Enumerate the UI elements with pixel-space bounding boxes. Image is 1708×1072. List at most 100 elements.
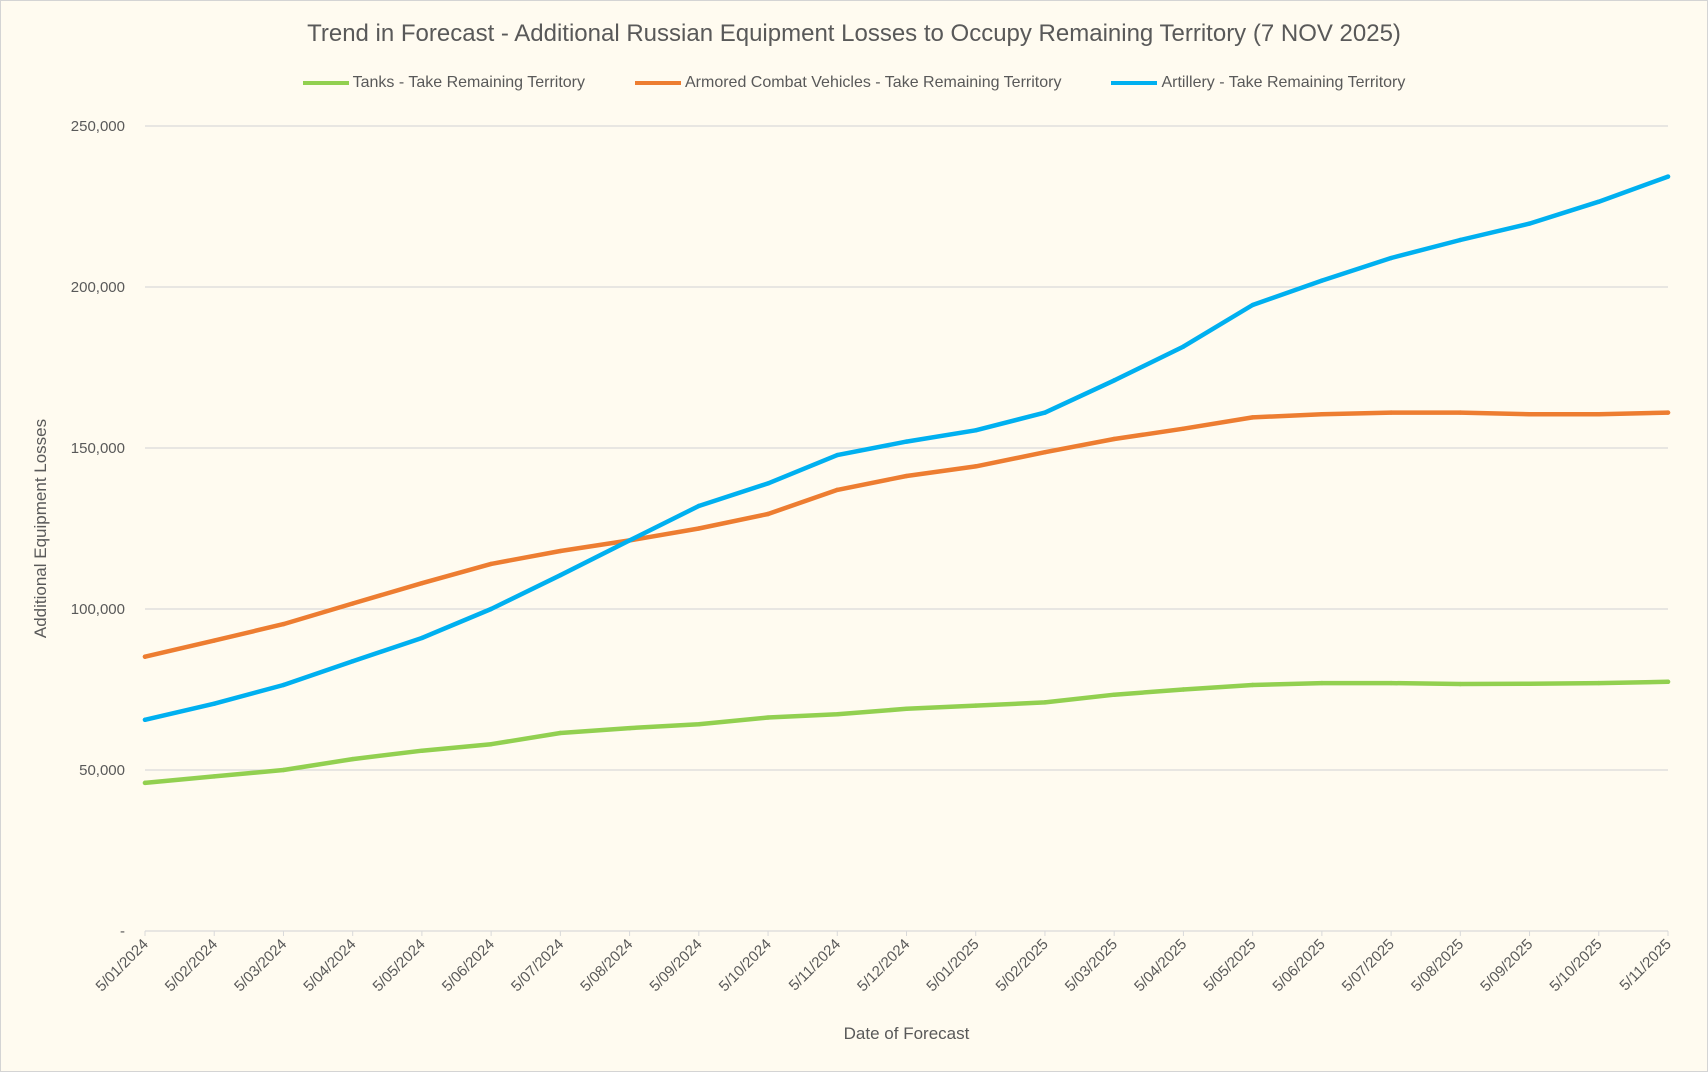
data-point	[350, 658, 355, 664]
data-point	[1596, 411, 1601, 417]
x-tick-label: 5/08/2025	[1408, 936, 1467, 995]
data-point	[558, 730, 563, 736]
data-point	[1250, 682, 1255, 688]
y-tick-label: -	[120, 923, 125, 940]
x-tick-label: 5/02/2024	[162, 936, 221, 995]
x-tick-label: 5/04/2024	[300, 936, 359, 995]
data-point	[1111, 378, 1117, 383]
data-point	[973, 464, 978, 469]
x-tick-label: 5/04/2025	[1131, 936, 1190, 995]
data-point	[973, 703, 978, 708]
data-point	[1665, 174, 1671, 179]
data-point	[142, 780, 148, 786]
data-point	[1458, 237, 1463, 243]
data-point	[973, 428, 978, 433]
y-tick-label: 250,000	[71, 118, 125, 135]
data-point	[835, 712, 840, 717]
data-point	[835, 452, 840, 458]
x-tick-label: 5/12/2024	[854, 936, 913, 995]
data-point	[904, 706, 909, 712]
data-point	[212, 701, 217, 706]
x-tick-label: 5/02/2025	[993, 936, 1052, 995]
chart-title: Trend in Forecast - Additional Russian E…	[307, 20, 1401, 47]
data-point	[1527, 221, 1532, 226]
data-point	[142, 717, 148, 722]
x-tick-label: 5/06/2024	[439, 936, 498, 995]
data-point	[765, 511, 771, 517]
data-point	[904, 439, 909, 444]
data-point	[419, 581, 425, 586]
legend-swatch	[635, 81, 681, 85]
legend-swatch	[302, 81, 349, 85]
data-point	[627, 538, 632, 543]
data-point	[835, 487, 840, 493]
data-point	[419, 635, 425, 641]
data-point	[1250, 415, 1255, 420]
data-point	[350, 601, 355, 606]
y-tick-label: 200,000	[71, 279, 125, 296]
data-point	[1388, 255, 1394, 261]
legend-item-acv[interactable]: Armored Combat Vehicles - Take Remaining…	[635, 74, 1061, 92]
x-tick-label: 5/07/2024	[508, 936, 567, 995]
y-tick-label: 150,000	[71, 440, 125, 457]
x-tick-label: 5/01/2025	[923, 936, 982, 995]
data-point	[350, 756, 355, 762]
data-point	[1596, 199, 1601, 204]
y-tick-label: 100,000	[71, 601, 125, 618]
data-point	[1181, 426, 1186, 431]
data-point	[142, 654, 148, 659]
legend-label: Tanks - Take Remaining Territory	[352, 74, 585, 91]
x-axis-title: Date of Forecast	[844, 1024, 970, 1043]
data-point	[1319, 411, 1325, 417]
data-point	[765, 715, 771, 720]
data-point	[212, 638, 217, 643]
data-point	[1111, 436, 1117, 442]
data-point	[1596, 680, 1601, 686]
data-point	[488, 606, 494, 612]
data-point	[281, 767, 286, 773]
x-tick-label: 5/03/2024	[231, 936, 290, 995]
x-tick-label: 5/11/2024	[786, 936, 844, 994]
legend-item-artillery[interactable]: Artillery - Take Remaining Territory	[1111, 74, 1405, 92]
x-tick-label: 5/09/2025	[1477, 936, 1536, 995]
series-line-tanks	[142, 679, 1671, 786]
data-point	[1111, 692, 1117, 697]
data-point	[1458, 681, 1463, 687]
legend-swatch	[1111, 81, 1158, 85]
legend: Tanks - Take Remaining Territory Armored…	[0, 74, 1708, 92]
data-point	[1388, 410, 1394, 415]
data-point	[1181, 344, 1186, 349]
data-point	[1319, 680, 1325, 686]
data-point	[1527, 411, 1532, 417]
x-tick-label: 5/09/2024	[646, 936, 705, 995]
data-point	[488, 742, 494, 747]
data-point	[558, 548, 563, 554]
data-point	[1388, 680, 1394, 686]
data-point	[1527, 681, 1532, 686]
data-point	[1042, 449, 1048, 455]
data-point	[904, 473, 909, 479]
x-tick-label: 5/01/2024	[93, 936, 152, 995]
y-axis-title: Additional Equipment Losses	[31, 419, 50, 638]
x-tick-label: 5/10/2024	[716, 936, 775, 995]
data-point	[1319, 278, 1325, 283]
x-tick-label: 5/06/2025	[1269, 936, 1328, 995]
data-point	[1458, 410, 1463, 415]
legend-item-tanks[interactable]: Tanks - Take Remaining Territory	[302, 74, 585, 92]
data-point	[696, 722, 702, 727]
data-point	[212, 774, 217, 779]
data-point	[696, 526, 702, 531]
data-point	[1181, 687, 1186, 692]
data-point	[488, 561, 494, 567]
x-tick-label: 5/07/2025	[1339, 936, 1398, 995]
data-point	[558, 572, 563, 578]
data-point	[1042, 700, 1048, 705]
x-tick-label: 5/03/2025	[1062, 936, 1121, 995]
data-point	[1250, 302, 1255, 308]
data-point	[281, 682, 286, 688]
data-point	[1042, 410, 1048, 415]
series-line-acv	[142, 410, 1671, 659]
data-point	[627, 725, 632, 731]
x-tick-label: 5/11/2025	[1616, 936, 1674, 994]
